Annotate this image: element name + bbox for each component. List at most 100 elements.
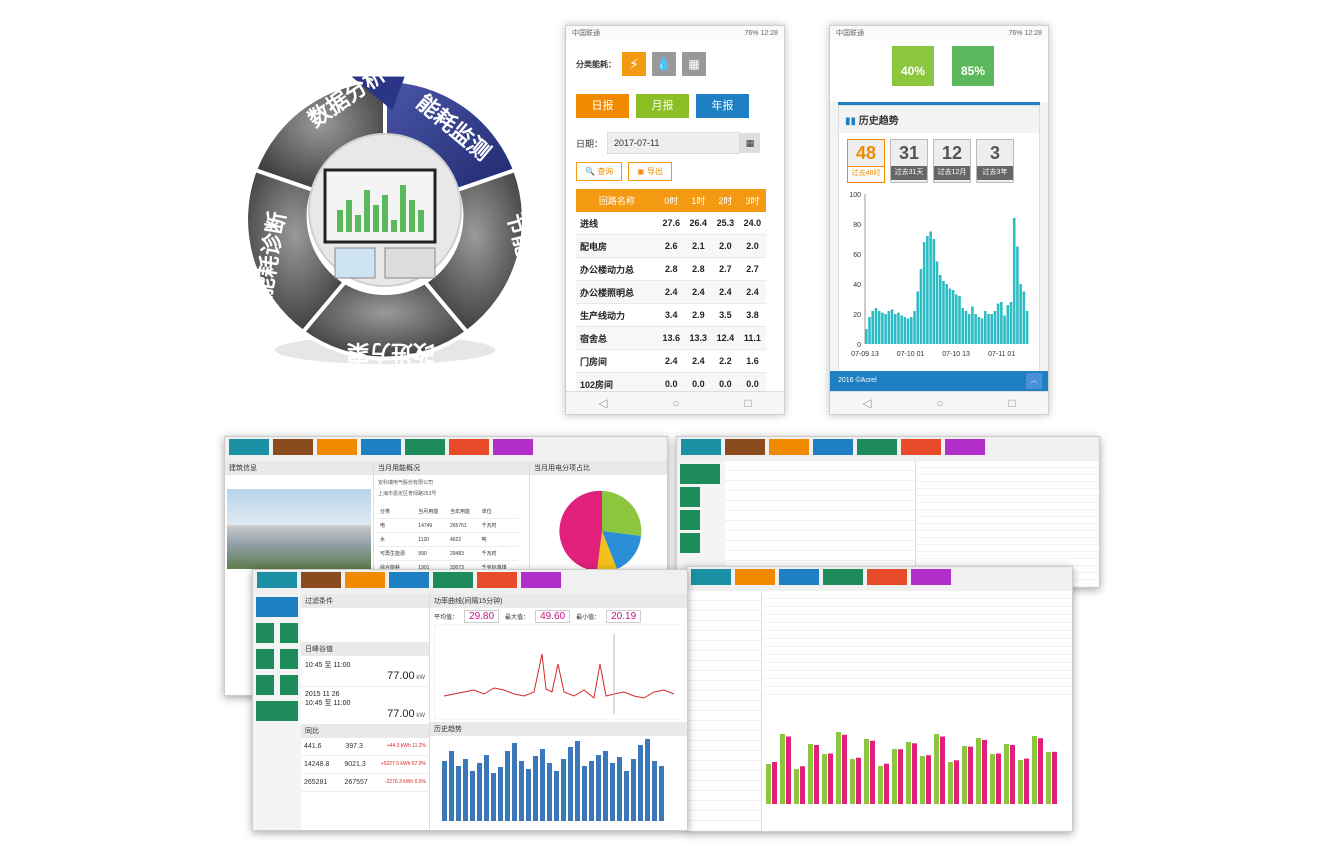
- table-cell: 102房间: [576, 372, 658, 396]
- table-cell: 990: [416, 546, 448, 561]
- period-option[interactable]: 31 过去31天: [890, 139, 928, 183]
- tab-module[interactable]: [229, 439, 269, 455]
- tab-module[interactable]: [857, 439, 897, 455]
- compare-bar: [1018, 760, 1023, 804]
- compare-bar: [962, 746, 967, 804]
- compare-bar: [828, 753, 833, 804]
- battery-time: 76% 12:28: [744, 29, 778, 37]
- tab-module[interactable]: [449, 439, 489, 455]
- table-cell: 3.4: [657, 303, 685, 327]
- android-navbar: ◁ ○ □: [830, 391, 1048, 414]
- energy-cycle-diagram: 数据分析 能耗监测 节能实施 改进方案 能耗诊断: [225, 50, 549, 380]
- tab-module[interactable]: [273, 439, 313, 455]
- y-tick-label: 40: [853, 282, 861, 289]
- table-cell: 27.6: [657, 212, 685, 235]
- hist-bar: [631, 759, 636, 821]
- tab-module[interactable]: [681, 439, 721, 455]
- tab-module[interactable]: [725, 439, 765, 455]
- segment-improve: [300, 279, 470, 361]
- date-label: 日期：: [576, 138, 604, 149]
- compare-bar: [898, 749, 903, 804]
- tab-module[interactable]: [735, 569, 775, 585]
- table-cell: 3.8: [738, 303, 766, 327]
- history-bar: [955, 294, 958, 344]
- query-button[interactable]: 🔍 查询: [576, 162, 623, 181]
- table-cell: 分类: [378, 505, 417, 519]
- hist-bar: [582, 766, 587, 821]
- category-label: 分类能耗：: [576, 59, 616, 69]
- tab-module[interactable]: [911, 569, 951, 585]
- tab-module[interactable]: [901, 439, 941, 455]
- tab-module[interactable]: [301, 572, 341, 588]
- recent-icon[interactable]: □: [744, 396, 752, 410]
- tab-module[interactable]: [813, 439, 853, 455]
- building-icon[interactable]: ▦: [682, 52, 706, 76]
- tab-module[interactable]: [477, 572, 517, 588]
- avg-power: 29.80: [464, 610, 500, 623]
- peak-title: 日峰谷值: [301, 642, 429, 656]
- history-bar: [1009, 302, 1013, 344]
- table-cell: 2.4: [738, 280, 766, 304]
- hist-bar: [554, 771, 559, 821]
- history-bar: [945, 284, 948, 344]
- history-bar: [910, 317, 913, 344]
- history-bar: [951, 290, 955, 344]
- table-cell: 4622: [447, 532, 480, 547]
- water-icon[interactable]: 💧: [652, 52, 676, 76]
- tab-module[interactable]: [867, 569, 907, 585]
- tab-module[interactable]: [433, 572, 473, 588]
- table-cell: 11.1: [738, 326, 766, 350]
- compare-row: 14248.8 9021.3 +5227.5 kWh 57.9%: [301, 756, 429, 774]
- tab-yearly[interactable]: 年报: [696, 94, 749, 118]
- hist-bar: [505, 751, 510, 821]
- home-icon[interactable]: ○: [936, 396, 944, 410]
- period-option[interactable]: 3 过去3年: [976, 139, 1014, 183]
- period-option[interactable]: 48 过去48时: [847, 139, 885, 183]
- back-icon[interactable]: ◁: [598, 396, 608, 410]
- compare-bar: [892, 749, 897, 804]
- history-bar: [897, 312, 900, 344]
- table-cell: 配电房: [576, 234, 658, 258]
- hist-title: 历史趋势: [430, 722, 687, 736]
- tab-module[interactable]: [317, 439, 357, 455]
- history-bar: [903, 317, 907, 344]
- chevron-up-icon[interactable]: ︿: [1026, 373, 1042, 389]
- tab-module[interactable]: [691, 569, 731, 585]
- low-time: 10:45 至 11:00: [305, 700, 351, 707]
- table-row: 可再生能源 990 29483 千瓦时: [378, 546, 518, 561]
- electricity-icon[interactable]: ⚡: [622, 52, 646, 76]
- tab-daily[interactable]: 日报: [576, 94, 629, 118]
- tab-monthly[interactable]: 月报: [636, 94, 689, 118]
- table-cell: 可再生能源: [378, 546, 417, 561]
- power-line-chart: [434, 624, 684, 720]
- date-field[interactable]: 2017-07-11: [607, 132, 741, 154]
- tab-module[interactable]: [823, 569, 863, 585]
- compare-bar: [1004, 744, 1009, 804]
- tab-module[interactable]: [389, 572, 429, 588]
- tab-module[interactable]: [257, 572, 297, 588]
- period-option[interactable]: 12 过去12月: [933, 139, 971, 183]
- export-button[interactable]: ▣ 导出: [628, 162, 672, 181]
- tab-module[interactable]: [493, 439, 533, 455]
- tab-module[interactable]: [405, 439, 445, 455]
- tab-module[interactable]: [779, 569, 819, 585]
- tab-module[interactable]: [345, 572, 385, 588]
- tab-module[interactable]: [769, 439, 809, 455]
- hist-bar: [526, 769, 531, 821]
- y-tick-label: 60: [853, 252, 861, 259]
- history-bar: [980, 318, 984, 344]
- table-cell: 25.3: [711, 212, 739, 235]
- home-icon[interactable]: ○: [672, 396, 680, 410]
- compare-bar: [822, 754, 827, 804]
- x-tick-label: 07-10 13: [942, 351, 970, 358]
- back-icon[interactable]: ◁: [862, 396, 872, 410]
- cycle-label-improve: 改进方案: [346, 339, 435, 365]
- hist-bar: [624, 771, 629, 821]
- tab-module[interactable]: [521, 572, 561, 588]
- recent-icon[interactable]: □: [1008, 396, 1016, 410]
- hist-bar: [477, 763, 482, 821]
- history-bar: [865, 329, 868, 344]
- tab-module[interactable]: [945, 439, 985, 455]
- tab-module[interactable]: [361, 439, 401, 455]
- calendar-icon[interactable]: ▦: [740, 133, 761, 153]
